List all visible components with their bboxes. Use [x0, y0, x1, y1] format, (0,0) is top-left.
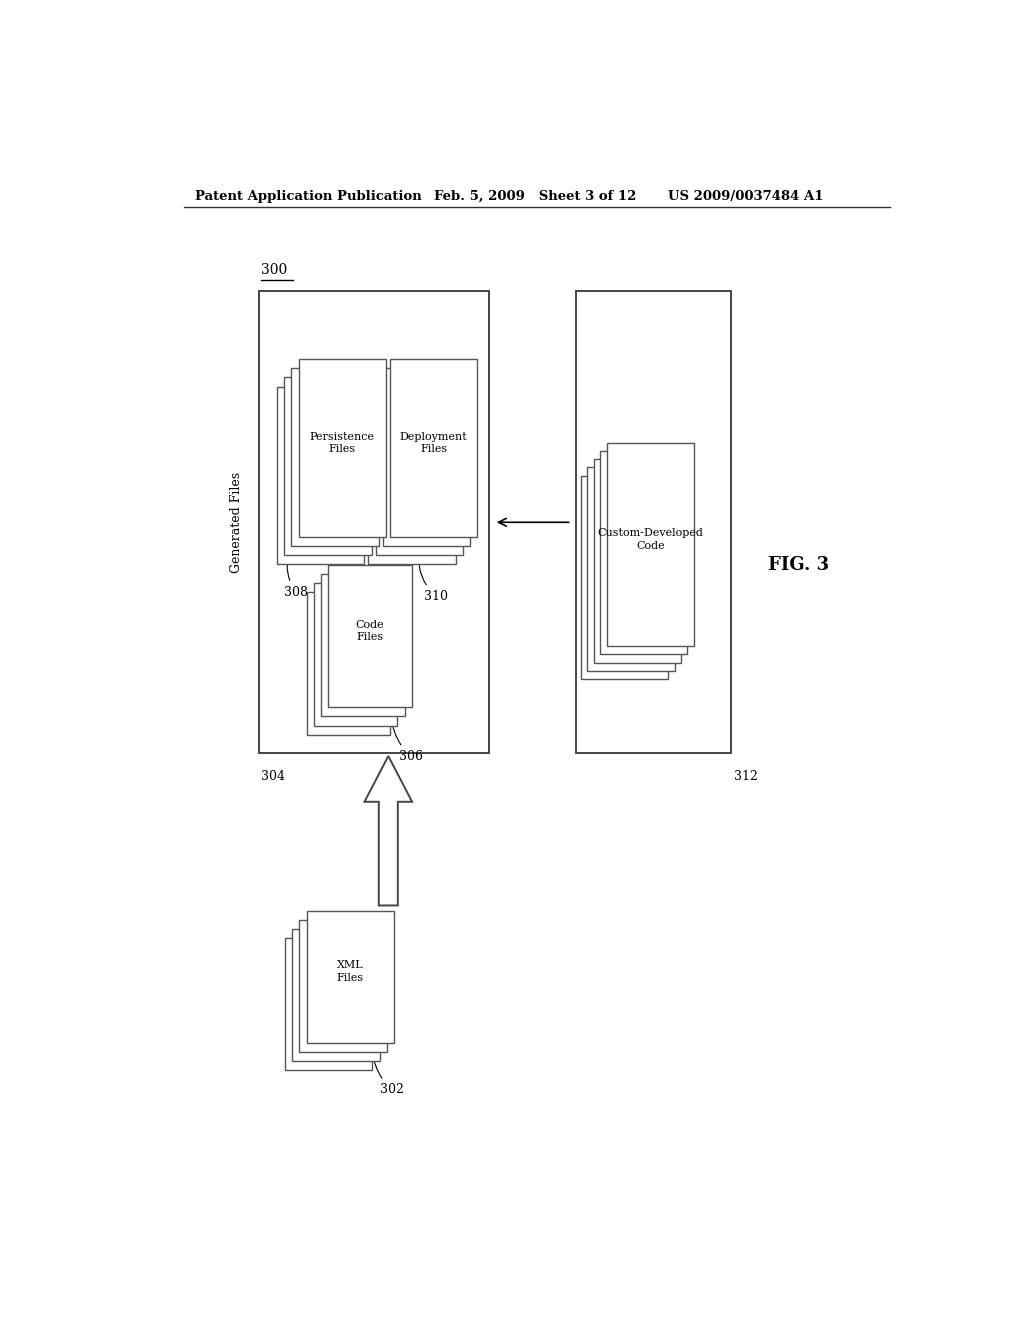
Text: XML
Files: XML Files: [337, 961, 364, 982]
Polygon shape: [365, 756, 412, 906]
Polygon shape: [306, 911, 394, 1043]
FancyBboxPatch shape: [577, 290, 731, 752]
Text: 306: 306: [391, 717, 423, 763]
Text: 310: 310: [419, 548, 449, 603]
Polygon shape: [314, 583, 397, 726]
Text: FIG. 3: FIG. 3: [768, 556, 829, 574]
Polygon shape: [606, 444, 694, 647]
Polygon shape: [376, 378, 463, 556]
Text: 302: 302: [373, 1051, 403, 1097]
Text: 304: 304: [261, 771, 286, 783]
Polygon shape: [322, 574, 404, 717]
Polygon shape: [600, 451, 687, 655]
Text: 312: 312: [733, 771, 758, 783]
Polygon shape: [292, 368, 379, 546]
Polygon shape: [278, 387, 365, 565]
FancyBboxPatch shape: [259, 290, 489, 752]
Text: Deployment
Files: Deployment Files: [399, 432, 467, 454]
Polygon shape: [329, 565, 412, 708]
Polygon shape: [292, 929, 380, 1061]
Text: US 2009/0037484 A1: US 2009/0037484 A1: [668, 190, 823, 202]
Text: Feb. 5, 2009   Sheet 3 of 12: Feb. 5, 2009 Sheet 3 of 12: [433, 190, 636, 202]
Polygon shape: [588, 467, 675, 671]
Polygon shape: [383, 368, 470, 546]
Text: Generated Files: Generated Files: [230, 471, 243, 573]
Text: Persistence
Files: Persistence Files: [310, 432, 375, 454]
Text: 308: 308: [285, 548, 308, 599]
Polygon shape: [390, 359, 477, 537]
Polygon shape: [594, 459, 681, 663]
Text: 300: 300: [261, 263, 288, 277]
Polygon shape: [299, 359, 386, 537]
Text: Patent Application Publication: Patent Application Publication: [196, 190, 422, 202]
Polygon shape: [285, 378, 372, 556]
Polygon shape: [582, 475, 669, 678]
Polygon shape: [285, 939, 373, 1071]
Polygon shape: [369, 387, 456, 565]
Text: Custom-Developed
Code: Custom-Developed Code: [597, 528, 703, 550]
Text: Code
Files: Code Files: [355, 620, 384, 643]
Polygon shape: [299, 920, 387, 1052]
Polygon shape: [307, 593, 390, 735]
